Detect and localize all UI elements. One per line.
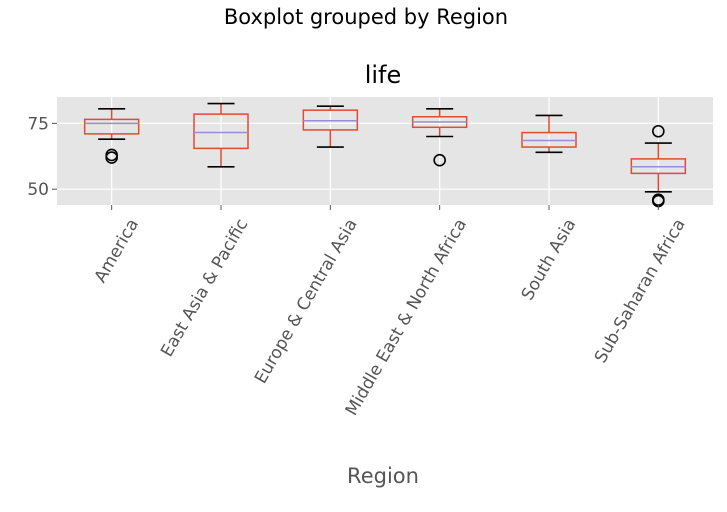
x-tick-label: Europe & Central Asia (251, 216, 362, 388)
chart-title: life (365, 61, 402, 89)
box-iqr (83, 118, 140, 135)
box-item (411, 108, 468, 167)
plot-area (57, 97, 713, 205)
y-tick-label: 75 (27, 114, 49, 134)
flier-point (433, 153, 446, 167)
box-item (302, 105, 359, 148)
y-axis: 50 75 (27, 114, 57, 200)
box-item (521, 114, 577, 154)
figure-suptitle: Boxplot grouped by Region (224, 5, 508, 29)
x-tick-label: America (91, 216, 143, 287)
x-axis-label: Region (347, 464, 419, 488)
flier-point (652, 124, 665, 138)
y-tick-label: 50 (27, 180, 49, 200)
x-tick-label: East Asia & Pacific (157, 216, 252, 361)
box-iqr (193, 113, 249, 150)
box-group (83, 102, 687, 208)
x-tick-label: Middle East & North Africa (342, 215, 471, 419)
x-tick-label: Sub-Saharan Africa (591, 216, 690, 367)
flier-point (105, 148, 118, 162)
box-item (83, 108, 140, 164)
x-tick-label: South Asia (518, 216, 581, 304)
box-item (193, 102, 249, 168)
